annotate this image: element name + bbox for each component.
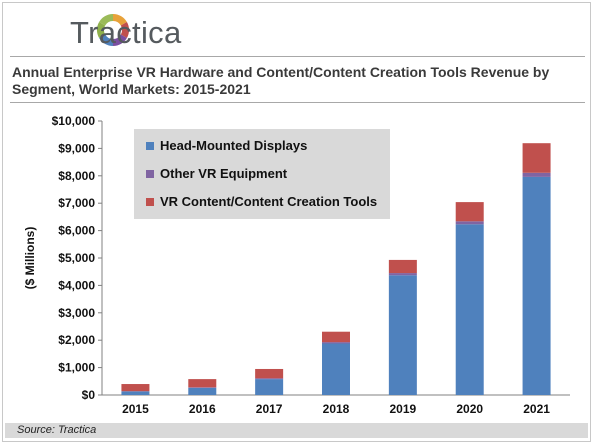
source-note: Source: Tractica [5, 423, 588, 438]
y-tick-label: $9,000 [58, 141, 95, 155]
chart-frame [2, 2, 591, 442]
chart-title: Annual Enterprise VR Hardware and Conten… [12, 64, 550, 97]
tractica-logo-icon [96, 13, 130, 47]
bar-2019-series-1 [388, 273, 417, 276]
y-tick-label: $2,000 [58, 333, 95, 347]
y-tick-label: $0 [82, 388, 96, 402]
legend-swatch [146, 198, 154, 206]
bar-2015-series-2 [121, 384, 150, 392]
bar-2021-series-0 [522, 176, 551, 395]
x-tick-label: 2018 [323, 402, 350, 416]
brand-name: Tractica [70, 15, 182, 50]
legend-label: VR Content/Content Creation Tools [160, 194, 377, 209]
y-tick-label: $4,000 [58, 278, 95, 292]
legend-label: Head-Mounted Displays [160, 138, 307, 153]
y-tick-label: $7,000 [58, 196, 95, 210]
legend-label: Other VR Equipment [160, 166, 288, 181]
bar-2020-series-2 [455, 202, 484, 222]
y-tick-label: $6,000 [58, 224, 95, 238]
bar-2017-series-1 [255, 378, 284, 380]
legend-swatch [146, 170, 154, 178]
bar-2016-series-0 [188, 387, 217, 395]
bar-2019-series-2 [388, 259, 417, 274]
bar-2018-series-2 [322, 331, 350, 343]
y-axis-title: ($ Millions) [23, 227, 37, 290]
bar-2016-series-1 [188, 387, 217, 388]
legend-box [134, 129, 390, 219]
legend-swatch [146, 142, 154, 150]
bar-2020-series-0 [455, 224, 484, 395]
x-tick-label: 2015 [122, 402, 149, 416]
y-tick-label: $5,000 [58, 251, 95, 265]
y-tick-label: $8,000 [58, 169, 95, 183]
bar-2021-series-2 [522, 143, 551, 173]
bar-2015-series-0 [121, 391, 150, 395]
y-tick-label: $1,000 [58, 361, 95, 375]
bar-2016-series-2 [188, 379, 217, 388]
bar-2019-series-0 [388, 275, 417, 395]
bar-2017-series-2 [255, 368, 284, 379]
y-tick-label: $10,000 [52, 114, 96, 128]
title-rule [10, 102, 585, 103]
x-tick-label: 2017 [256, 402, 283, 416]
bar-2020-series-1 [455, 221, 484, 225]
bar-2017-series-0 [255, 379, 284, 395]
x-tick-label: 2020 [456, 402, 483, 416]
y-tick-label: $3,000 [58, 306, 95, 320]
x-tick-label: 2019 [390, 402, 417, 416]
x-tick-label: 2021 [523, 402, 550, 416]
bar-2018-series-1 [322, 342, 350, 344]
top-rule [10, 56, 585, 57]
bar-2021-series-1 [522, 172, 551, 177]
bar-2018-series-0 [322, 343, 350, 395]
x-tick-label: 2016 [189, 402, 216, 416]
